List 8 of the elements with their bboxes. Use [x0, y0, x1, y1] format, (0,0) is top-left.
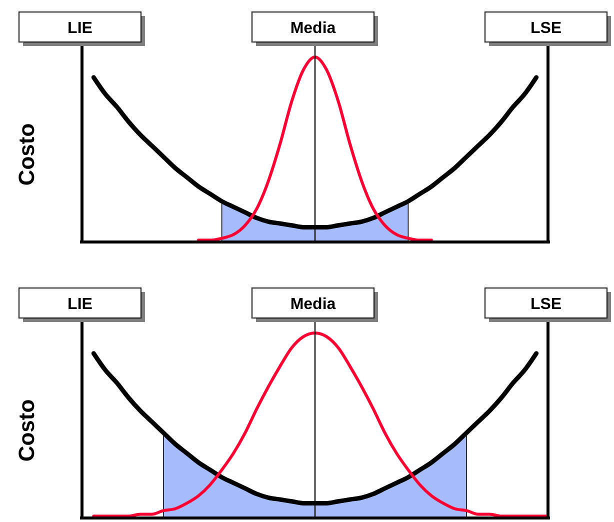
x-tick-label: LSE — [530, 296, 562, 313]
y-axis-title: Costo — [14, 123, 39, 186]
x-tick-label: LIE — [68, 296, 93, 313]
x-tick-label: LIE — [68, 20, 93, 37]
x-tick-label: Media — [290, 20, 336, 37]
y-axis-title: Costo — [14, 399, 39, 462]
x-tick-label: Media — [290, 296, 336, 313]
x-tick-label: LSE — [530, 20, 562, 37]
